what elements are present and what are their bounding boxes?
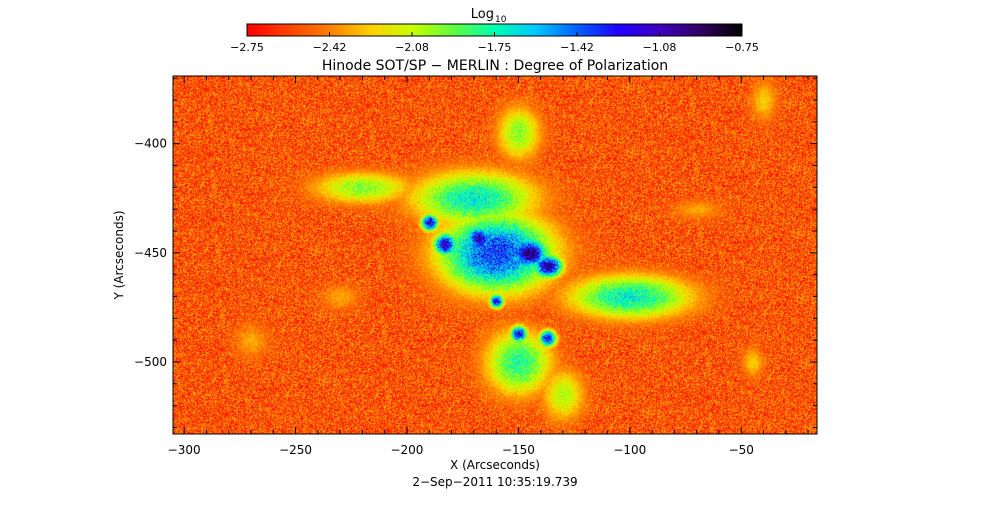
chart-title: Hinode SOT/SP − MERLIN : Degree of Polar… <box>322 58 668 74</box>
colorbar-tick-label: −1.08 <box>643 41 677 54</box>
colorbar-tick-label: −0.75 <box>725 41 759 54</box>
y-tick-label: −500 <box>134 355 167 369</box>
colorbar-ticks: −2.75 −2.42 −2.08 −1.75 −1.42 −1.08 −0.75 <box>230 32 759 54</box>
x-tick-label: −100 <box>613 443 646 457</box>
y-tick-label: −450 <box>134 246 167 260</box>
x-axis-label: X (Arcseconds) <box>450 458 540 472</box>
x-tick-label: −300 <box>168 443 201 457</box>
x-axis: −300 −250 −200 −150 −100 −50 <box>168 76 809 457</box>
colorbar: Log 10 −2.75 −2.42 −2.08 −1.75 −1.42 −1.08 −0.… <box>230 7 759 54</box>
colorbar-label: Log <box>471 7 494 22</box>
y-axis-label: Y (Arcseconds) <box>112 210 126 300</box>
colorbar-label-subscript: 10 <box>495 15 507 25</box>
timestamp: 2−Sep−2011 10:35:19.739 <box>412 475 577 489</box>
plot-frame <box>172 75 818 435</box>
colorbar-tick-label: −1.42 <box>560 41 594 54</box>
colorbar-tick-label: −2.08 <box>395 41 429 54</box>
heatmap-image <box>173 76 817 434</box>
y-axis: −400 −450 −500 <box>134 77 817 428</box>
x-tick-label: −250 <box>279 443 312 457</box>
y-tick-label: −400 <box>134 137 167 151</box>
x-tick-label: −50 <box>729 443 754 457</box>
colorbar-tick-label: −2.75 <box>230 41 264 54</box>
colorbar-tick-label: −1.75 <box>478 41 512 54</box>
x-tick-label: −150 <box>502 443 535 457</box>
colorbar-tick-label: −2.42 <box>313 41 347 54</box>
x-tick-label: −200 <box>390 443 423 457</box>
